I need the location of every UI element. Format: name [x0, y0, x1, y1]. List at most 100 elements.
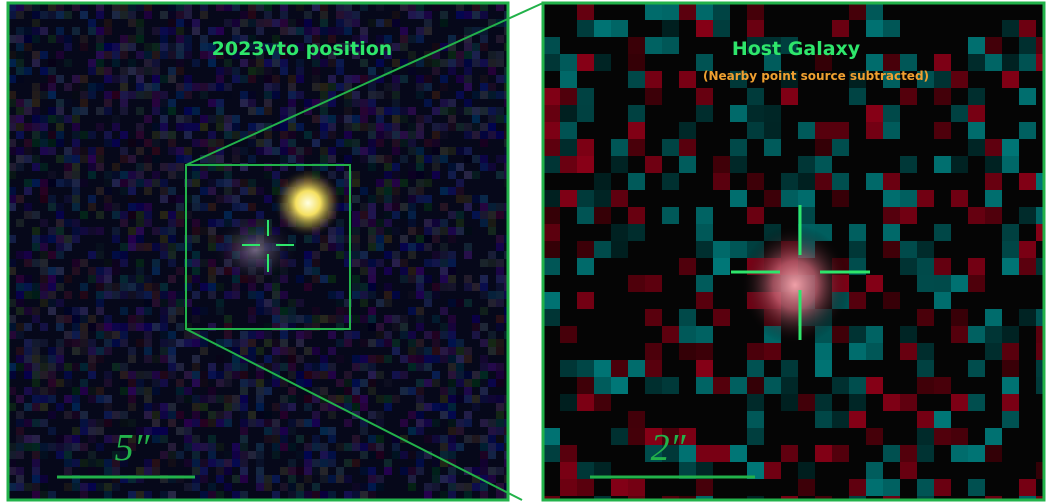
noise-pixel [594, 54, 611, 71]
noise-pixel [730, 241, 747, 258]
noise-pixel [288, 27, 296, 35]
noise-pixel [747, 428, 764, 445]
noise-pixel [1002, 326, 1019, 343]
noise-pixel [560, 462, 577, 479]
noise-pixel [866, 3, 883, 20]
noise-pixel [464, 243, 472, 251]
noise-pixel [136, 307, 144, 315]
noise-pixel [184, 395, 192, 403]
noise-pixel [248, 411, 256, 419]
noise-pixel [232, 27, 240, 35]
noise-pixel [472, 131, 480, 139]
noise-pixel [88, 227, 96, 235]
noise-pixel [152, 299, 160, 307]
noise-pixel [376, 179, 384, 187]
noise-pixel [1002, 71, 1019, 88]
noise-pixel [40, 403, 48, 411]
noise-pixel [448, 467, 456, 475]
noise-pixel [696, 88, 713, 105]
noise-pixel [336, 155, 344, 163]
noise-pixel [448, 339, 456, 347]
noise-pixel [160, 43, 168, 51]
noise-pixel [696, 292, 713, 309]
noise-pixel [781, 394, 798, 411]
noise-pixel [416, 451, 424, 459]
noise-pixel [136, 107, 144, 115]
noise-pixel [480, 467, 488, 475]
noise-pixel [344, 443, 352, 451]
noise-pixel [543, 139, 560, 156]
noise-pixel [128, 75, 136, 83]
noise-pixel [48, 171, 56, 179]
noise-pixel [376, 339, 384, 347]
noise-pixel [232, 475, 240, 483]
noise-pixel [1002, 343, 1019, 360]
noise-pixel [448, 67, 456, 75]
noise-pixel [208, 451, 216, 459]
noise-pixel [16, 123, 24, 131]
noise-pixel [184, 427, 192, 435]
noise-pixel [376, 155, 384, 163]
noise-pixel [96, 427, 104, 435]
noise-pixel [917, 258, 934, 275]
noise-pixel [480, 59, 488, 67]
noise-pixel [152, 155, 160, 163]
noise-pixel [408, 475, 416, 483]
noise-pixel [448, 419, 456, 427]
noise-pixel [496, 211, 504, 219]
noise-pixel [456, 355, 464, 363]
noise-pixel [288, 19, 296, 27]
noise-pixel [280, 123, 288, 131]
noise-pixel [611, 241, 628, 258]
noise-pixel [328, 435, 336, 443]
noise-pixel [747, 343, 764, 360]
noise-pixel [248, 291, 256, 299]
noise-pixel [917, 275, 934, 292]
noise-pixel [184, 147, 192, 155]
noise-pixel [577, 156, 594, 173]
noise-pixel [849, 479, 866, 496]
noise-pixel [112, 171, 120, 179]
noise-pixel [496, 435, 504, 443]
noise-pixel [216, 115, 224, 123]
noise-pixel [32, 11, 40, 19]
noise-pixel [384, 131, 392, 139]
noise-pixel [224, 83, 232, 91]
noise-pixel [280, 307, 288, 315]
noise-pixel [328, 115, 336, 123]
noise-pixel [208, 59, 216, 67]
noise-pixel [280, 107, 288, 115]
noise-pixel [376, 19, 384, 27]
noise-pixel [96, 395, 104, 403]
noise-pixel [232, 155, 240, 163]
noise-pixel [352, 291, 360, 299]
noise-pixel [112, 91, 120, 99]
noise-pixel [464, 147, 472, 155]
noise-pixel [80, 419, 88, 427]
noise-pixel [496, 411, 504, 419]
noise-pixel [408, 243, 416, 251]
noise-pixel [216, 67, 224, 75]
noise-pixel [240, 363, 248, 371]
noise-pixel [392, 451, 400, 459]
noise-pixel [448, 371, 456, 379]
noise-pixel [280, 435, 288, 443]
noise-pixel [56, 443, 64, 451]
noise-pixel [424, 115, 432, 123]
noise-pixel [432, 59, 440, 67]
noise-pixel [832, 190, 849, 207]
noise-pixel [64, 411, 72, 419]
noise-pixel [168, 251, 176, 259]
noise-pixel [56, 99, 64, 107]
noise-pixel [160, 315, 168, 323]
noise-pixel [24, 27, 32, 35]
noise-pixel [72, 395, 80, 403]
noise-pixel [184, 435, 192, 443]
noise-pixel [24, 203, 32, 211]
noise-pixel [56, 155, 64, 163]
noise-pixel [480, 307, 488, 315]
noise-pixel [72, 171, 80, 179]
noise-pixel [400, 235, 408, 243]
noise-pixel [985, 54, 1002, 71]
noise-pixel [48, 115, 56, 123]
